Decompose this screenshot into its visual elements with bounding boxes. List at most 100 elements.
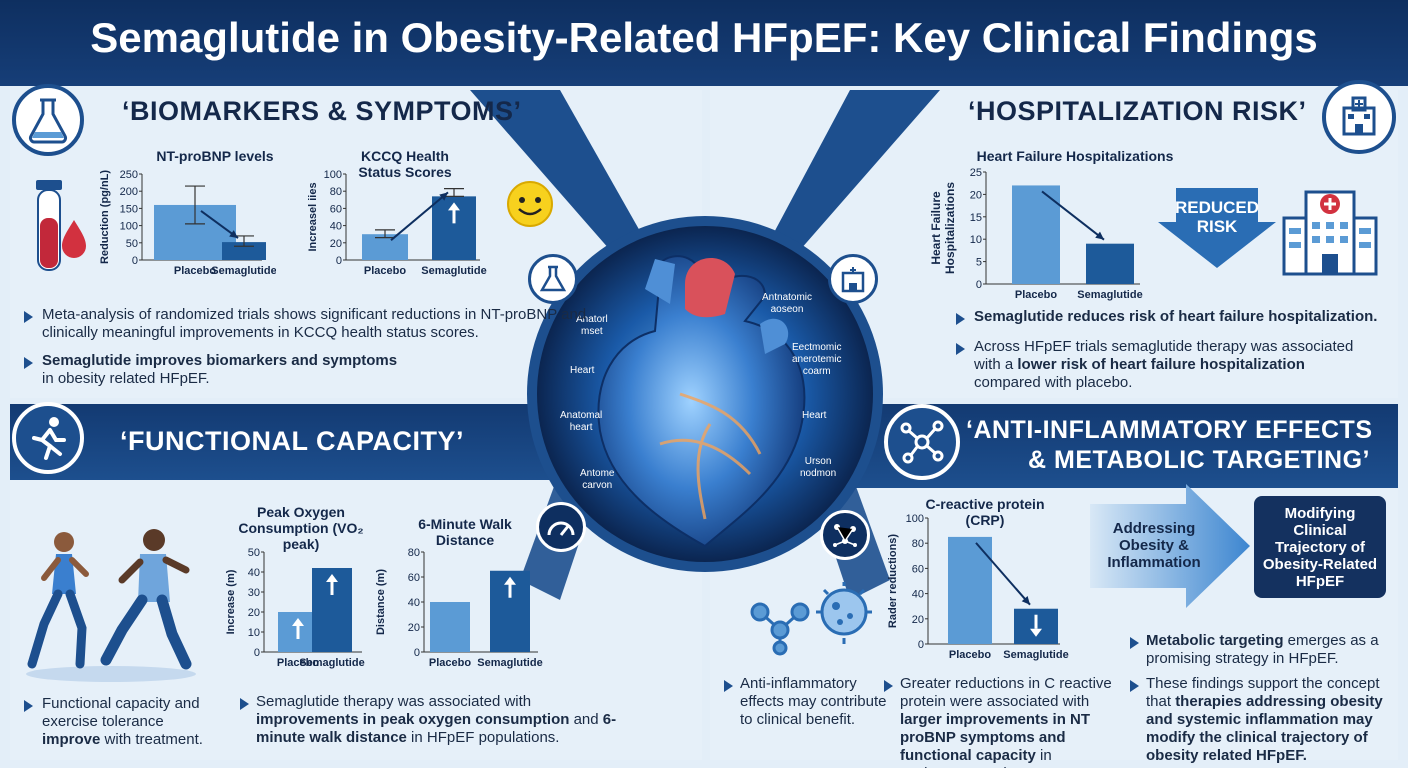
y-tick-label: 80 <box>408 547 420 559</box>
walk-distance-chart: 0 20 40 60 80 Distance (m) Placebo Semaglutide <box>375 547 543 669</box>
trend-arrow-head <box>1095 231 1104 240</box>
bullet-icon <box>956 313 965 325</box>
functional-para-2: Semaglutide therapy was associated with … <box>256 693 617 746</box>
bullet-icon <box>24 357 33 369</box>
trend-arrow <box>1041 190 1105 241</box>
y-tick-label: 20 <box>248 607 260 619</box>
y-axis-label: Heart Failure <box>929 191 943 265</box>
bar <box>948 536 992 644</box>
y-axis-label: Distance (m) <box>375 569 387 635</box>
hospitalization-title: ‘HOSPITALIZATION RISK’ <box>968 96 1307 126</box>
heart-label: nodmon <box>800 468 837 479</box>
y-tick-label: 80 <box>912 538 924 550</box>
smiley-icon <box>507 181 553 227</box>
y-tick-label: 20 <box>970 189 982 201</box>
heart-label: Antnatomic <box>762 292 813 303</box>
x-tick-label: Semaglutide <box>211 265 276 277</box>
bullet-icon <box>1130 637 1139 649</box>
nt-probnp-chart: 0 50 100 150 200 250 Reduction (pg/nL) PlaceboS… <box>99 169 276 277</box>
up-arrow-icon <box>508 583 512 598</box>
page-title: Semaglutide in Obesity-Related HFpEF: Ke… <box>90 14 1318 61</box>
up-arrow-icon <box>292 618 304 626</box>
up-arrow-icon <box>448 202 460 211</box>
x-tick-label: Placebo <box>1015 289 1057 301</box>
trend-arrow-head <box>439 192 448 201</box>
x-tick-label: Placebo <box>364 265 406 277</box>
up-arrow-icon <box>330 581 334 595</box>
heart-label: anerotemic <box>792 354 842 365</box>
y-tick-label: 40 <box>248 567 260 579</box>
inflammatory-para-4: These findings support the concept that … <box>1146 675 1383 764</box>
bullet-icon <box>1130 680 1139 692</box>
y-tick-label: 250 <box>120 169 138 181</box>
y-tick-label: 15 <box>970 212 982 224</box>
bullet-icon <box>884 680 893 692</box>
trend-arrow <box>975 542 1031 606</box>
bullet-icon <box>724 680 733 692</box>
inflammatory-title-line1: ‘ANTI-INFLAMMATORY EFFECTS <box>966 416 1373 444</box>
x-tick-label: Semaglutide <box>1077 289 1142 301</box>
addressing-label: Addressing Obesity & Inflammation <box>1107 520 1201 571</box>
y-axis-label: Hospitalizations <box>943 182 957 274</box>
flow-arrow <box>1090 484 1250 608</box>
y-tick-label: 10 <box>970 234 982 246</box>
heart-label: Heart <box>802 410 827 421</box>
x-tick-label: Placebo <box>277 657 319 669</box>
y-tick-label: 20 <box>330 238 342 250</box>
up-arrow-icon <box>296 625 300 639</box>
y-tick-label: 40 <box>912 589 924 601</box>
y-tick-label: 0 <box>132 255 138 267</box>
trend-arrow <box>390 191 449 241</box>
heart-label: Antome <box>580 468 615 479</box>
x-tick-label: Placebo <box>429 657 471 669</box>
inflammatory-para-2: Greater reductions in C reactive protein… <box>900 675 1112 768</box>
vo2-chart: 0 10 20 30 40 50 Increase (m) PlaceboSemaglutid… <box>225 547 365 669</box>
chart-title: 6-Minute Walk Distance <box>418 516 512 548</box>
heart-label: mset <box>581 326 603 337</box>
y-tick-label: 40 <box>408 597 420 609</box>
trend-arrow-head <box>1021 596 1030 605</box>
up-arrow-icon <box>452 209 456 224</box>
y-tick-label: 40 <box>330 221 342 233</box>
y-tick-label: 50 <box>126 238 138 250</box>
y-tick-label: 30 <box>248 587 260 599</box>
bullet-icon <box>240 698 249 710</box>
y-axis-label: Reduction (pg/nL) <box>99 170 111 264</box>
runners-illustration <box>26 529 196 682</box>
kccq-chart: 0 20 40 60 80 100 Increasel iies Placebo Semaglu… <box>307 169 487 277</box>
heart-label: Urson <box>804 456 832 467</box>
bullet-icon <box>24 311 33 323</box>
inflammatory-para-1: Anti-inflammatory effects may contribute… <box>740 675 887 728</box>
y-tick-label: 80 <box>330 186 342 198</box>
reduced-risk-label: REDUCED RISK <box>1174 198 1260 236</box>
heart-label: Heart <box>570 365 595 376</box>
trend-arrow-head <box>229 230 238 239</box>
modifying-box: Modifying Clinical Trajectory of Obesity… <box>1254 496 1386 598</box>
y-tick-label: 0 <box>414 647 420 659</box>
bullet-icon <box>956 343 965 355</box>
bar <box>362 234 408 260</box>
heart-label: Eectmomic <box>792 342 842 353</box>
y-tick-label: 60 <box>330 203 342 215</box>
y-tick-label: 100 <box>120 221 138 233</box>
flask-icon <box>12 84 84 156</box>
bar <box>1012 185 1060 284</box>
y-tick-label: 20 <box>912 614 924 626</box>
y-axis-label: Increasel iies <box>307 182 319 251</box>
chart-title: KCCQ Health Status Scores <box>358 148 452 180</box>
biomarkers-title: ‘BIOMARKERS & SYMPTOMS’ <box>122 96 522 126</box>
y-tick-label: 0 <box>976 279 982 291</box>
hospitalization-chart: 0 5 10 15 20 25 Heart Failure Hospitalizations P… <box>929 167 1143 301</box>
x-tick-label: Placebo <box>949 649 991 661</box>
y-tick-label: 50 <box>248 547 260 559</box>
biomarkers-para-2: Semaglutide improves biomarkers and symp… <box>42 352 398 387</box>
chart-title: C-reactive protein (CRP) <box>925 496 1045 528</box>
molecule-icon <box>820 510 870 560</box>
hospitalization-para-1: Semaglutide reduces risk of heart failur… <box>974 308 1378 325</box>
hospital-icon <box>1322 80 1396 154</box>
y-tick-label: 5 <box>976 257 982 269</box>
down-arrow-icon <box>1030 628 1042 637</box>
x-tick-label: Semaglutide <box>299 657 364 669</box>
up-arrow-icon <box>504 576 516 585</box>
heart-label: aoseon <box>770 304 804 315</box>
